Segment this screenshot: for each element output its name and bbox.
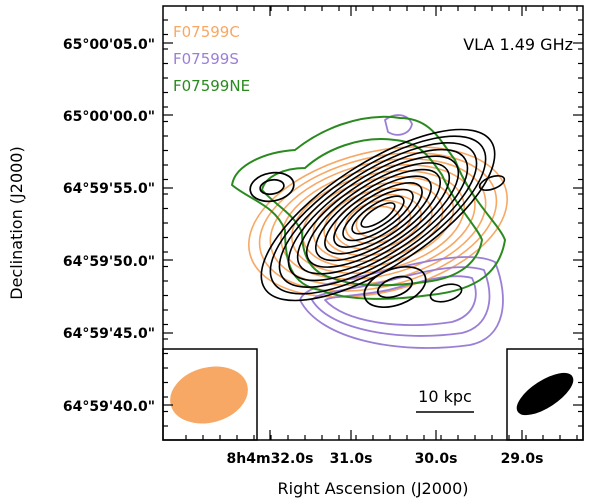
axis-ticks [163, 6, 583, 440]
contour-radio [296, 155, 460, 275]
contour-f07599c [312, 181, 444, 263]
contour-radio [278, 142, 478, 288]
contour-radio [363, 266, 427, 308]
x-axis-label: Right Ascension (J2000) [278, 479, 469, 498]
x-tick-label: 29.0s [501, 451, 544, 467]
contour-radio [314, 168, 442, 262]
legend-item-f07599ne: F07599NE [173, 77, 250, 95]
chart-title: VLA 1.49 GHz [463, 35, 573, 54]
beam-box-right [506, 348, 584, 441]
legend-item-f07599c: F07599C [173, 23, 240, 41]
x-tick-label: 31.0s [330, 451, 373, 467]
legend-item-f07599s: F07599S [173, 50, 239, 68]
contour-f07599c [269, 158, 487, 286]
contour-f07599s [299, 256, 504, 349]
contour-radio [259, 178, 285, 196]
scale-bar: 10 kpc [416, 387, 474, 413]
y-axis-ticks: 65°00'05.0" 65°00'00.0" 64°59'55.0" 64°5… [63, 37, 155, 415]
contour-radio [333, 182, 423, 248]
y-tick-label: 65°00'05.0" [63, 37, 155, 53]
contour-radio [351, 195, 405, 235]
black-beam [516, 372, 574, 416]
x-axis-ticks: 8h4m32.0s 31.0s 30.0s 29.0s [227, 451, 544, 467]
contour-f07599c [248, 146, 508, 298]
contour-f07599ne [261, 138, 483, 287]
scale-bar-label: 10 kpc [418, 387, 472, 406]
y-tick-label: 65°00'00.0" [63, 109, 155, 125]
contour-radio [324, 175, 432, 255]
contour-radio [305, 162, 451, 268]
contour-radio [269, 135, 487, 295]
contour-radio [287, 148, 469, 282]
contour-f07599c [301, 175, 455, 269]
y-tick-label: 64°59'40.0" [63, 399, 155, 415]
contour-layer [231, 114, 508, 349]
y-axis-label: Declination (J2000) [7, 146, 26, 299]
contour-radio [260, 128, 496, 302]
x-tick-label: 8h4m32.0s [227, 451, 314, 467]
contour-radio [342, 188, 414, 242]
contour-radio [429, 283, 463, 303]
y-tick-label: 64°59'55.0" [63, 181, 155, 197]
y-tick-label: 64°59'50.0" [63, 254, 155, 270]
contour-radio [360, 202, 396, 228]
contour-f07599s [384, 114, 413, 136]
contour-radio [376, 275, 414, 299]
contour-radio [478, 175, 506, 191]
contour-radio [249, 171, 295, 203]
x-tick-label: 30.0s [415, 451, 458, 467]
beam-box-left [162, 348, 258, 441]
y-tick-label: 64°59'45.0" [63, 326, 155, 342]
contour-f07599s [324, 275, 477, 326]
